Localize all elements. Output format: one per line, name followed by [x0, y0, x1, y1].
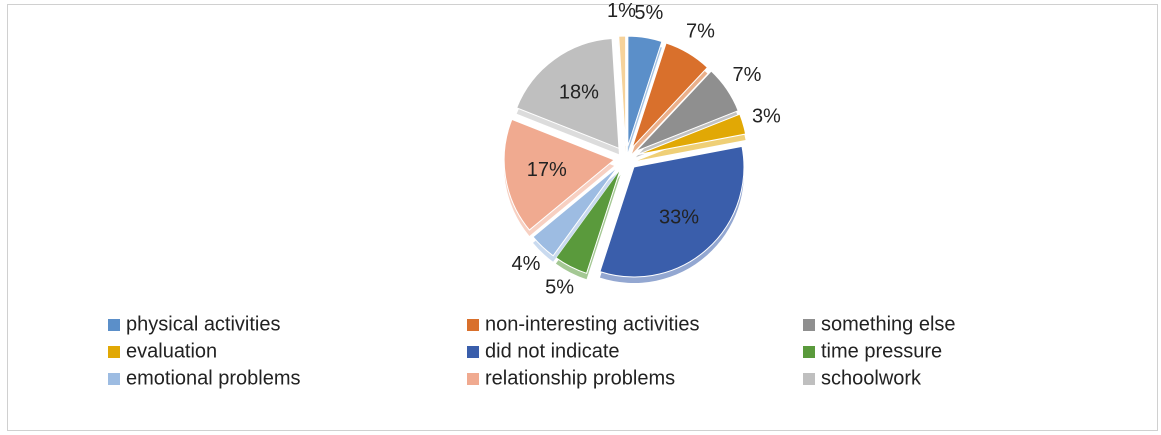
slice	[599, 145, 745, 278]
slice	[503, 118, 616, 231]
slice	[637, 113, 747, 156]
legend-swatch	[467, 346, 479, 358]
slice	[532, 166, 619, 257]
data-label: 33%	[659, 206, 699, 228]
legend-swatch	[108, 346, 120, 358]
legend-swatch	[803, 319, 815, 331]
data-label: 7%	[686, 20, 715, 42]
slice	[627, 35, 663, 147]
data-label: 7%	[732, 64, 761, 86]
data-label: 5%	[545, 277, 574, 299]
legend-label: physical activities	[126, 313, 281, 335]
legend-label: relationship problems	[485, 367, 675, 389]
legend-label: time pressure	[821, 340, 942, 362]
slice	[516, 37, 620, 150]
data-label: 17%	[527, 159, 567, 181]
legend-swatch	[467, 319, 479, 331]
data-label: 5%	[634, 2, 663, 24]
legend-swatch	[108, 319, 120, 331]
legend-label: schoolwork	[821, 367, 922, 389]
legend-label: evaluation	[126, 340, 217, 362]
data-label: 1%	[607, 0, 636, 22]
data-label: 18%	[559, 81, 599, 103]
legend-swatch	[803, 346, 815, 358]
legend-label: emotional problems	[126, 367, 301, 389]
legend-swatch	[467, 373, 479, 385]
legend-swatch	[108, 373, 120, 385]
legend-label: did not indicate	[485, 340, 620, 362]
legend-label: non-interesting activities	[485, 313, 700, 335]
legend-label: something else	[821, 313, 956, 335]
slice	[635, 70, 739, 152]
data-label: 4%	[511, 253, 540, 275]
slice	[631, 42, 709, 149]
legend-swatch	[803, 373, 815, 385]
data-label: 3%	[752, 105, 781, 127]
slice	[618, 35, 627, 147]
